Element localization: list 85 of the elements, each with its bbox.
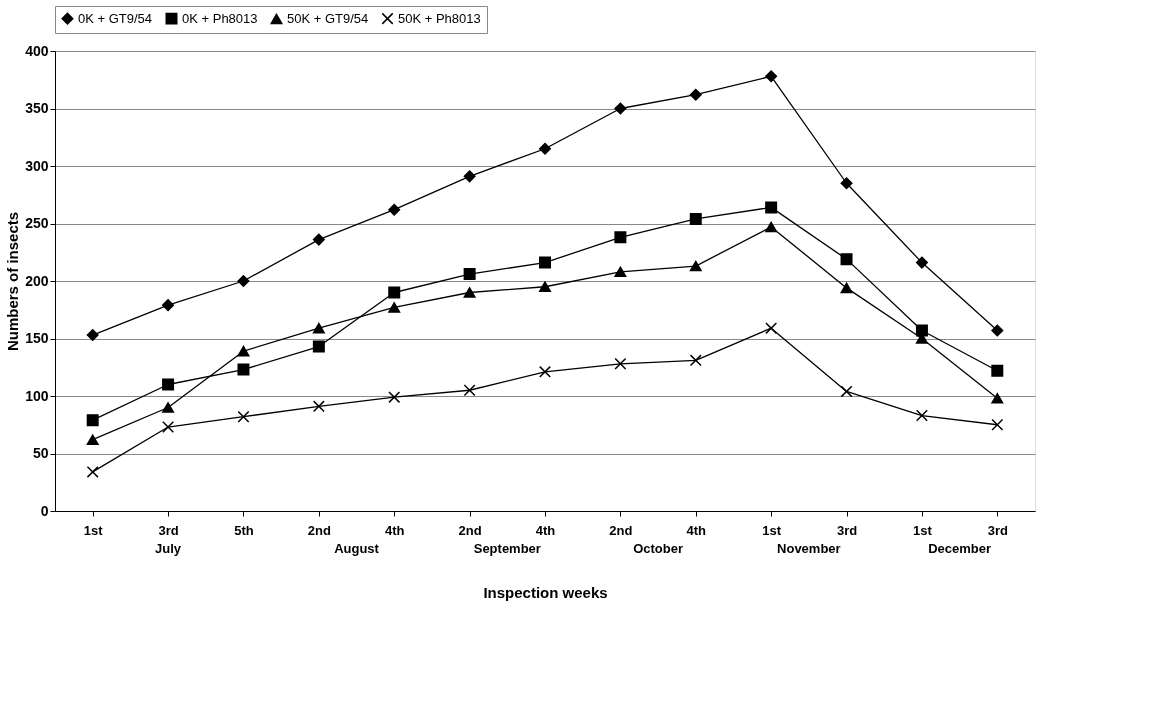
point (86, 434, 99, 445)
point (388, 302, 401, 313)
point (539, 281, 551, 293)
point (388, 286, 401, 299)
x-tick-label: 1st (83, 522, 104, 538)
x-tick-label: 1st (913, 522, 933, 538)
point (991, 324, 1004, 337)
point (991, 418, 1004, 431)
point (915, 256, 928, 269)
point (237, 363, 250, 376)
x-tick-label: 1st (762, 522, 782, 538)
text: September (473, 541, 541, 556)
point (162, 421, 175, 434)
point (237, 275, 250, 287)
legend-label: 50K + GT9/54 (287, 10, 369, 26)
point (162, 402, 175, 413)
point (614, 102, 627, 115)
x-tick-label: 3rd (158, 522, 179, 538)
y-tick-label: 50 (32, 445, 49, 461)
point (463, 287, 476, 298)
point (689, 88, 702, 101)
point (86, 414, 99, 427)
x-tick-label: 2nd (458, 522, 482, 538)
point (614, 357, 627, 370)
point (840, 177, 853, 190)
y-tick-label: 250 (25, 215, 49, 231)
text: December (928, 541, 992, 556)
point (840, 253, 853, 266)
x-tick-label: 2nd (609, 522, 633, 538)
point (86, 465, 99, 478)
text: August (334, 541, 380, 556)
point (915, 409, 928, 422)
point (614, 231, 627, 244)
point (312, 400, 325, 413)
point (388, 391, 401, 404)
text: November (777, 541, 841, 556)
point (463, 170, 476, 183)
point (689, 260, 702, 272)
y-tick-label: 0 (40, 502, 49, 519)
y-axis-title: Numbers of insects (4, 211, 22, 352)
point (765, 322, 778, 335)
point (539, 256, 551, 269)
point (765, 201, 778, 214)
x-tick-label: 3rd (987, 522, 1008, 538)
point (765, 70, 778, 83)
point (689, 212, 702, 225)
x-tick-label: 5th (234, 522, 254, 538)
x-tick-label: 3rd (836, 522, 858, 538)
point (312, 322, 325, 334)
point (840, 282, 853, 294)
point (86, 329, 99, 342)
x-tick-label: 2nd (307, 522, 331, 538)
x-tick-label: 4th (686, 522, 707, 538)
point (463, 384, 476, 397)
y-tick-label: 300 (25, 157, 49, 174)
point (991, 393, 1004, 404)
point (840, 385, 853, 398)
point (312, 340, 325, 353)
y-tick-label: 150 (25, 330, 49, 346)
point (237, 410, 250, 423)
point (463, 268, 476, 281)
point (765, 221, 778, 233)
point (388, 203, 401, 216)
legend-label: 50K + Ph8013 (398, 10, 481, 26)
y-tick-label: 400 (25, 42, 49, 59)
x-tick-label: 4th (535, 522, 556, 538)
point (991, 364, 1004, 377)
point (312, 233, 325, 246)
point (237, 345, 250, 357)
y-tick-label: 200 (25, 272, 49, 289)
point (539, 142, 551, 155)
text: July (155, 541, 182, 556)
x-tick-label: 4th (384, 522, 405, 538)
legend-label: 0K + Ph8013 (182, 10, 258, 26)
point (614, 266, 627, 278)
legend-label: 0K + GT9/54 (78, 10, 153, 26)
point (162, 378, 175, 391)
point (162, 299, 175, 312)
point (689, 354, 702, 367)
point (539, 365, 551, 378)
y-tick-label: 350 (25, 100, 49, 116)
x-axis-title: Inspection weeks (483, 583, 608, 601)
point (915, 324, 928, 337)
text: October (633, 541, 683, 556)
y-tick-label: 100 (25, 387, 49, 404)
